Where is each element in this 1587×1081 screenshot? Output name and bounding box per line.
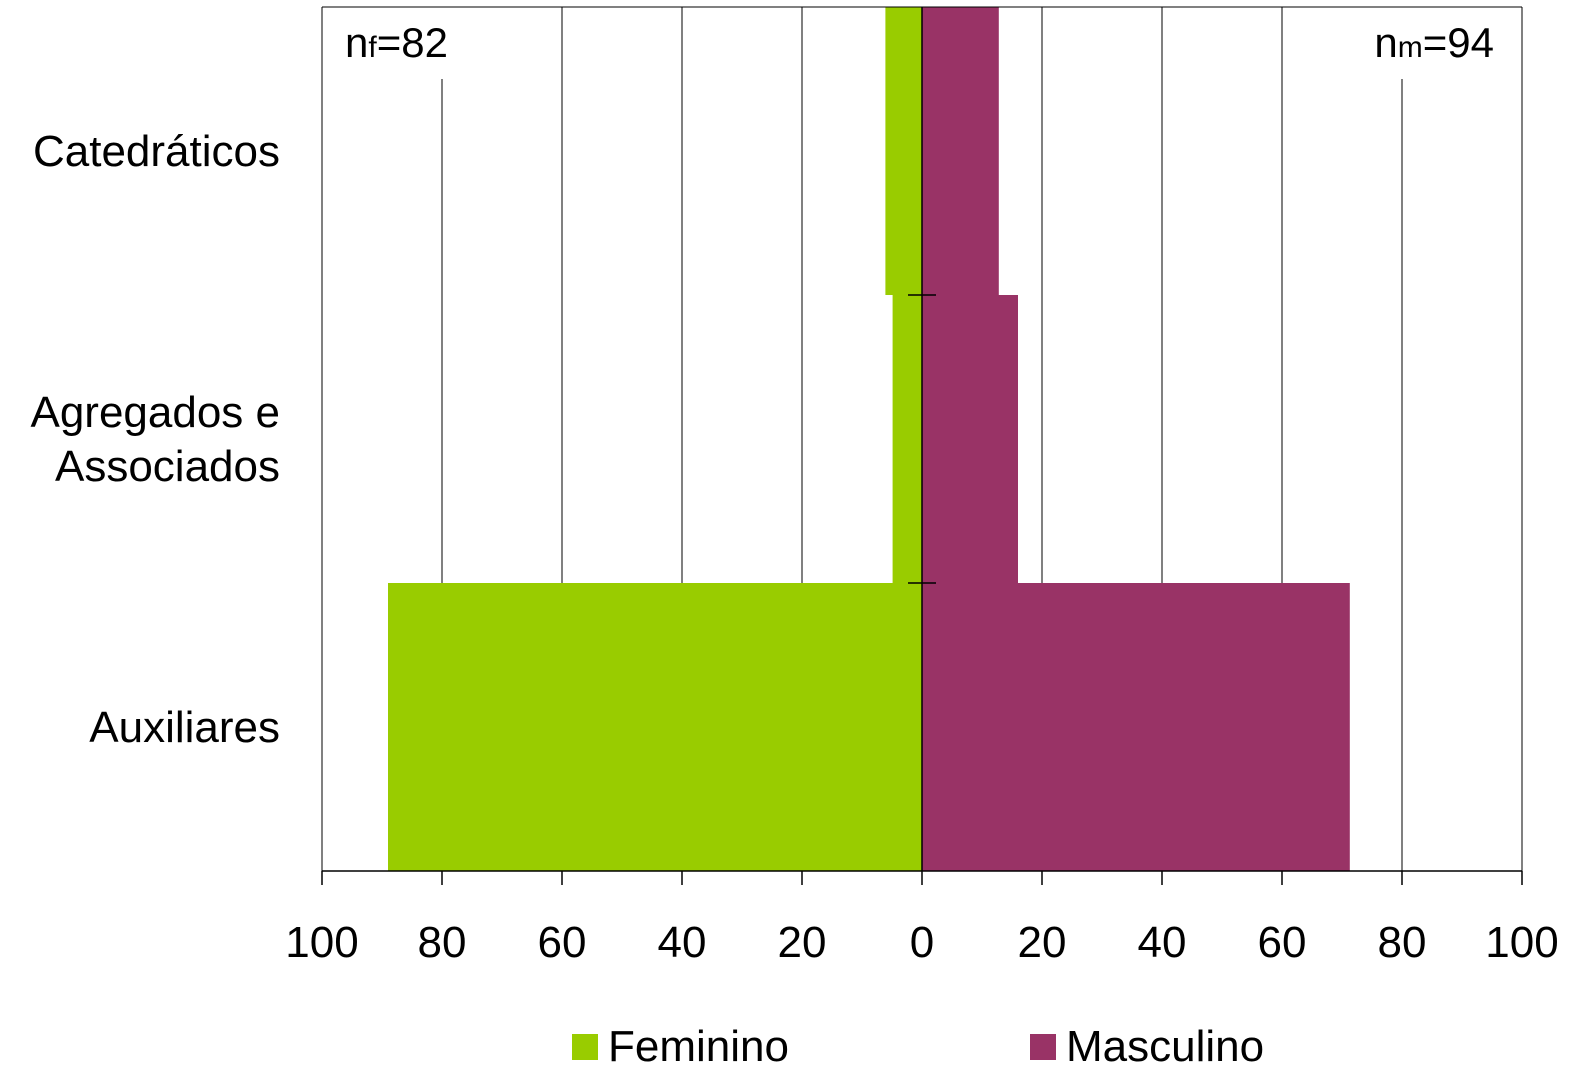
- legend-label-masculino: Masculino: [1066, 1022, 1265, 1071]
- axes: [321, 6, 1523, 885]
- legend-swatch-masculino: [1030, 1034, 1056, 1060]
- bar-masculino-3: [922, 583, 1350, 871]
- bar-feminino-3: [388, 583, 922, 871]
- legend-item-masculino: Masculino: [1030, 1022, 1264, 1072]
- sample-size-m: nm=94: [1374, 19, 1494, 66]
- x-tick-label: 80: [1378, 918, 1427, 967]
- gridlines: [441, 7, 1403, 871]
- x-tick-labels: 100 80 60 40 20 0 20 40 60 80 100: [285, 918, 1558, 967]
- legend: Feminino Masculino: [0, 1022, 1587, 1078]
- annotations: nf=82 nm=94: [345, 19, 1494, 66]
- legend-item-feminino: Feminino: [572, 1022, 789, 1072]
- bar-feminino-1: [885, 7, 922, 295]
- bar-masculino-2: [922, 295, 1018, 583]
- x-tick-label: 80: [418, 918, 467, 967]
- x-tick-label: 100: [1485, 918, 1558, 967]
- x-tick-label: 20: [778, 918, 827, 967]
- x-tick-label: 60: [1258, 918, 1307, 967]
- category-label: Agregados e Associados: [30, 388, 280, 491]
- sample-size-f: nf=82: [345, 19, 448, 66]
- legend-swatch-feminino: [572, 1034, 598, 1060]
- legend-label-feminino: Feminino: [608, 1022, 789, 1071]
- category-labels: Catedráticos Agregados e Associados Auxilia…: [30, 127, 280, 752]
- category-label: Auxiliares: [89, 703, 280, 752]
- bar-feminino-2: [892, 295, 922, 583]
- x-tick-label: 100: [285, 918, 358, 967]
- x-tick-label: 40: [658, 918, 707, 967]
- x-tick-label: 40: [1138, 918, 1187, 967]
- x-tick-label: 20: [1018, 918, 1067, 967]
- category-label: Catedráticos: [33, 127, 280, 176]
- bar-masculino-1: [922, 7, 999, 295]
- x-tick-label: 0: [910, 918, 934, 967]
- x-tick-label: 60: [538, 918, 587, 967]
- pyramid-chart: 100 80 60 40 20 0 20 40 60 80 100 Catedráticos Agre…: [30, 6, 1559, 967]
- bars: [388, 7, 1350, 871]
